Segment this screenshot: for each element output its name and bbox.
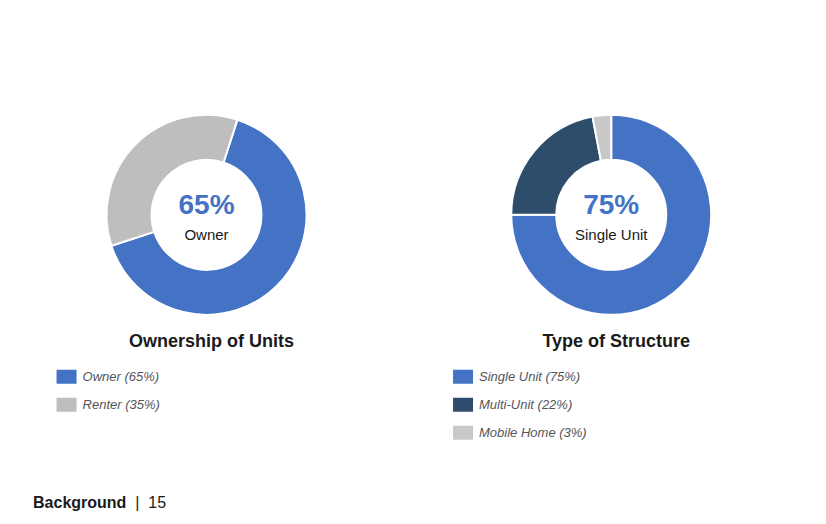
svg-text:Renter (35%): Renter (35%) [83, 397, 160, 412]
svg-text:Owner (65%): Owner (65%) [83, 369, 160, 384]
svg-text:Mobile Home (3%): Mobile Home (3%) [479, 425, 587, 440]
svg-text:Type of Structure: Type of Structure [542, 331, 690, 351]
svg-text:Single Unit (75%): Single Unit (75%) [479, 369, 580, 384]
svg-text:Single Unit: Single Unit [575, 226, 648, 243]
svg-text:Owner: Owner [184, 226, 228, 243]
svg-text:75%: 75% [583, 189, 639, 220]
svg-text:65%: 65% [178, 189, 234, 220]
svg-text:15: 15 [139, 494, 166, 511]
svg-text:Ownership of Units: Ownership of Units [129, 331, 294, 351]
svg-text:Background: Background [33, 494, 126, 511]
svg-text:|: | [126, 494, 139, 511]
svg-text:Multi-Unit (22%): Multi-Unit (22%) [479, 397, 572, 412]
